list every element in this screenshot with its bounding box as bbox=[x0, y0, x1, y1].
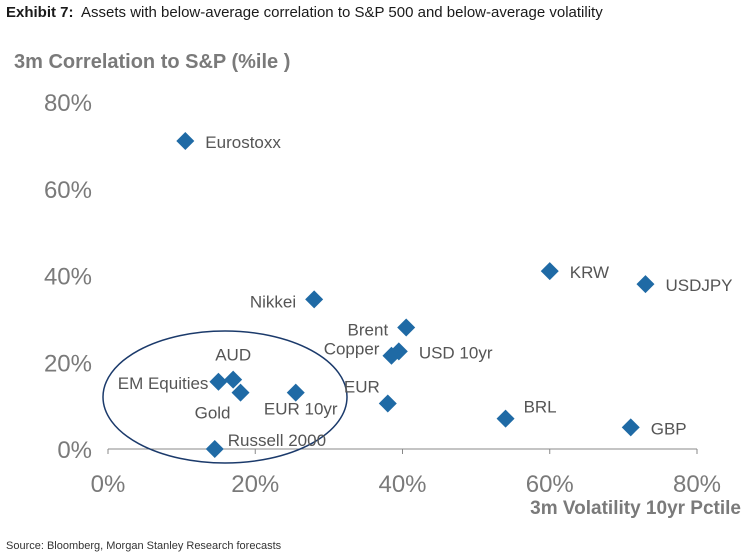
data-point-marker bbox=[397, 318, 416, 337]
data-point-label: KRW bbox=[570, 263, 609, 282]
x-tick-label: 20% bbox=[231, 471, 279, 498]
data-point-marker bbox=[378, 394, 397, 413]
y-axis-ticks: 0% 20% 40% 60% 80% bbox=[44, 90, 92, 464]
y-tick-label: 40% bbox=[44, 264, 92, 291]
data-point-label: Russell 2000 bbox=[228, 431, 326, 450]
data-point-marker bbox=[621, 418, 640, 437]
data-point-marker bbox=[209, 372, 228, 391]
data-point-label: EUR bbox=[344, 377, 380, 396]
data-points bbox=[176, 132, 655, 458]
y-tick-label: 80% bbox=[44, 90, 92, 117]
scatter-chart: 3m Correlation to S&P (%ile ) 3m Volatil… bbox=[14, 51, 741, 519]
x-tick-label: 80% bbox=[673, 471, 721, 498]
x-tick-label: 60% bbox=[526, 471, 574, 498]
source-note: Source: Bloomberg, Morgan Stanley Resear… bbox=[6, 540, 282, 552]
y-tick-label: 20% bbox=[44, 350, 92, 377]
data-point-marker bbox=[540, 262, 559, 281]
y-tick-label: 0% bbox=[57, 437, 92, 464]
exhibit-number: Exhibit 7: bbox=[6, 4, 74, 21]
data-point-label: Nikkei bbox=[250, 292, 296, 311]
data-point-marker bbox=[231, 383, 250, 402]
data-point-marker bbox=[636, 275, 655, 294]
data-point-marker bbox=[224, 370, 243, 389]
exhibit-title: Assets with below-average correlation to… bbox=[81, 4, 603, 21]
data-point-label: AUD bbox=[215, 346, 251, 365]
data-point-label: BRL bbox=[524, 398, 557, 417]
data-point-label: Eurostoxx bbox=[205, 133, 281, 152]
x-tick-label: 0% bbox=[91, 471, 126, 498]
data-point-marker bbox=[176, 132, 195, 151]
data-point-marker bbox=[496, 409, 515, 428]
data-point-label: Brent bbox=[348, 321, 389, 340]
data-point-label: EM Equities bbox=[118, 374, 209, 393]
data-point-label: Gold bbox=[195, 404, 231, 423]
data-point-marker bbox=[305, 290, 324, 309]
x-tick-label: 40% bbox=[378, 471, 426, 498]
chart-title: Exhibit 7: Assets with below-average cor… bbox=[6, 4, 603, 21]
data-point-label: GBP bbox=[651, 419, 687, 438]
y-tick-label: 60% bbox=[44, 177, 92, 204]
highlight-circle bbox=[102, 330, 348, 464]
data-point-label: Copper bbox=[324, 340, 380, 359]
data-point-label: USDJPY bbox=[665, 276, 732, 295]
data-point-label: EUR 10yr bbox=[264, 400, 338, 419]
data-point-marker bbox=[389, 342, 408, 361]
x-axis-ticks: 0% 20% 40% 60% 80% bbox=[91, 449, 721, 498]
data-point-label: USD 10yr bbox=[419, 343, 493, 362]
data-point-marker bbox=[205, 440, 224, 458]
x-axis-label: 3m Volatility 10yr Pctile bbox=[530, 498, 741, 519]
y-axis-label: 3m Correlation to S&P (%ile ) bbox=[14, 51, 290, 73]
data-point-marker bbox=[286, 383, 305, 402]
